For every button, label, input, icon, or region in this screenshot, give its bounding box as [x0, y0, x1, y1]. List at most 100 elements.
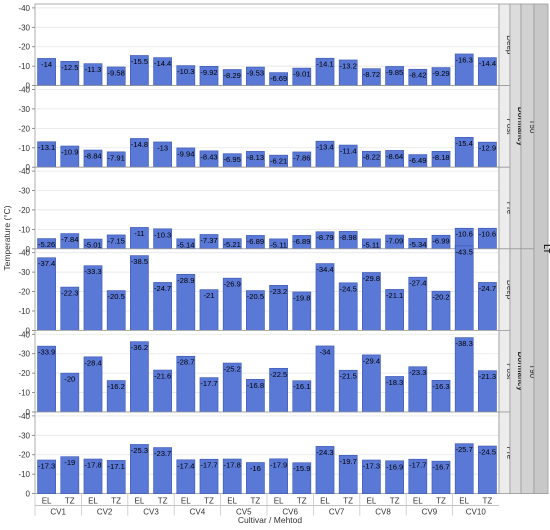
- bar-value-label: -7.15: [108, 236, 125, 245]
- bar-value-label: -11.4: [340, 147, 357, 156]
- bar-T90-Pre-CV5-EL: [222, 458, 242, 494]
- bar-value-label: -7.91: [108, 153, 125, 162]
- bar-value-label: -9.85: [386, 68, 403, 77]
- panel-strip-label: Pre: [505, 202, 514, 215]
- bar-T90-Pre-CV7-EL: [315, 446, 335, 494]
- y-tick-label: -30: [18, 431, 30, 440]
- bar-value-label: -17.3: [363, 461, 380, 470]
- bar-value-label: -15.5: [131, 57, 148, 66]
- bar-T90-Pre-CV4-TZ: [199, 458, 219, 494]
- method-tick-label: EL: [274, 497, 284, 506]
- bar-value-label: -25.2: [224, 365, 241, 374]
- method-tick-label: TZ: [483, 497, 493, 506]
- bar-value-label: -18.3: [386, 378, 403, 387]
- bar-value-label: -21.1: [386, 291, 403, 300]
- bar-value-label: -10.3: [177, 67, 194, 76]
- method-tick-label: TZ: [297, 497, 307, 506]
- bar-value-label: -13.1: [38, 143, 55, 152]
- bar-value-label: -5.34: [409, 240, 426, 249]
- panel-strip-label: Post: [505, 363, 514, 380]
- bar-value-label: -5.11: [363, 240, 380, 249]
- bar-T90-Pre-CV6-TZ: [292, 462, 312, 494]
- bar-value-label: -5.11: [270, 240, 287, 249]
- bar-T90-Pre-CV2-EL: [83, 458, 103, 494]
- y-tick-label: -40: [18, 249, 30, 258]
- y-tick-label: 0: [26, 490, 31, 499]
- bar-value-label: -11.3: [85, 65, 102, 74]
- bar-value-label: -28.7: [177, 358, 194, 367]
- bar-value-label: -10.3: [154, 230, 171, 239]
- bar-value-label: -22.5: [270, 370, 287, 379]
- bar-value-label: -15.9: [293, 464, 310, 473]
- method-tick-label: TZ: [436, 497, 446, 506]
- bar-value-label: -16.2: [108, 382, 125, 391]
- y-tick-label: -40: [18, 330, 30, 339]
- bar-T90-Pre-CV8-EL: [362, 459, 381, 494]
- bar-value-label: -24.5: [479, 448, 496, 457]
- bar-value-label: -25.7: [456, 445, 473, 454]
- bar-value-label: -7.84: [61, 235, 78, 244]
- bar-value-label: -14.8: [131, 140, 148, 149]
- bar-T90-Pre-CV1-TZ: [60, 456, 80, 494]
- bar-value-label: -8.13: [247, 153, 264, 162]
- panel-T90-Pre: -40 -30 -20 -10 0 -17.3 -19 -17.8 -17.1 -25.3 -23.…: [18, 411, 500, 499]
- method-tick-label: EL: [459, 497, 469, 506]
- bar-value-label: -24.7: [479, 284, 496, 293]
- y-tick-label: -10: [18, 470, 30, 479]
- x-axis-title: Cultivar / Mehtod: [238, 515, 303, 525]
- bar-value-label: -13.4: [316, 143, 333, 152]
- y-tick-label: -40: [18, 412, 30, 421]
- method-tick-label: EL: [413, 497, 423, 506]
- bar-value-label: -7.86: [293, 153, 310, 162]
- bar-value-label: -16.3: [456, 55, 473, 64]
- bar-value-label: -10.9: [61, 148, 78, 157]
- y-tick-label: -20: [18, 206, 30, 215]
- bar-T90-Pre-CV10-EL: [454, 443, 474, 494]
- bar-value-label: -19.7: [340, 457, 357, 466]
- y-axis-title: Temperature (°C): [2, 205, 12, 270]
- bar-T90-Pre-CV10-TZ: [478, 445, 497, 494]
- bar-value-label: -10.6: [456, 230, 473, 239]
- bar-T90-Pre-CV2-TZ: [106, 460, 126, 494]
- bar-value-label: -9.92: [200, 68, 217, 77]
- bar-value-label: -20.5: [108, 292, 125, 301]
- bar-value-label: -13.2: [340, 61, 357, 70]
- bar-value-label: -6.95: [224, 155, 241, 164]
- y-tick-label: 0: [26, 326, 31, 335]
- bar-value-label: -5.14: [177, 240, 194, 249]
- bar-value-label: -16.8: [247, 381, 264, 390]
- bar-value-label: -17.1: [108, 462, 125, 471]
- bar-value-label: -17.9: [270, 460, 287, 469]
- method-tick-label: TZ: [111, 497, 121, 506]
- bar-value-label: -21.5: [340, 372, 357, 381]
- bar-value-label: -43.5: [456, 247, 473, 256]
- cultivar-tick-label: CV2: [97, 508, 113, 517]
- bar-value-label: -20: [64, 375, 75, 384]
- bar-value-label: -6.49: [409, 156, 426, 165]
- bar-value-label: -12.5: [61, 63, 78, 72]
- bar-value-label: -28.4: [84, 358, 101, 367]
- bar-value-label: -6.89: [247, 237, 264, 246]
- bar-value-label: -5.21: [224, 240, 241, 249]
- bar-value-label: -8.29: [224, 71, 241, 80]
- bar-T90-Pre-CV9-EL: [408, 458, 428, 494]
- bar-value-label: -21.3: [479, 372, 496, 381]
- y-tick-label: -30: [18, 268, 30, 277]
- lt-strip: [533, 3, 549, 495]
- bar-value-label: -14.4: [154, 59, 171, 68]
- y-tick-label: -40: [18, 167, 30, 176]
- method-tick-label: TZ: [65, 497, 75, 506]
- cultivar-tick-label: CV8: [375, 508, 391, 517]
- bar-value-label: -16.7: [432, 463, 449, 472]
- panel-area: -40 -30 -20 -10 0 -14 -12.5 -11.3 -9.58 -15.5 -14.…: [18, 3, 500, 499]
- panel-strip-label: Post: [505, 118, 514, 135]
- bar-value-label: -38.5: [131, 257, 148, 266]
- bar-value-label: -8.43: [200, 152, 217, 161]
- bar-value-label: -17.7: [200, 379, 217, 388]
- bar-value-label: -17.7: [409, 461, 426, 470]
- panel-T50-Pre: -40 -30 -20 -10 0 -5.26 -7.84 -5.01 -7.15 -11 -10.…: [18, 166, 500, 254]
- x-axis: EL TZ EL TZ EL TZ EL TZ EL TZ EL TZ EL TZ EL TZ EL TZ EL TZ…: [34, 493, 499, 517]
- cultivar-tick-label: CV10: [466, 508, 487, 517]
- bar-value-label: -16.3: [432, 382, 449, 391]
